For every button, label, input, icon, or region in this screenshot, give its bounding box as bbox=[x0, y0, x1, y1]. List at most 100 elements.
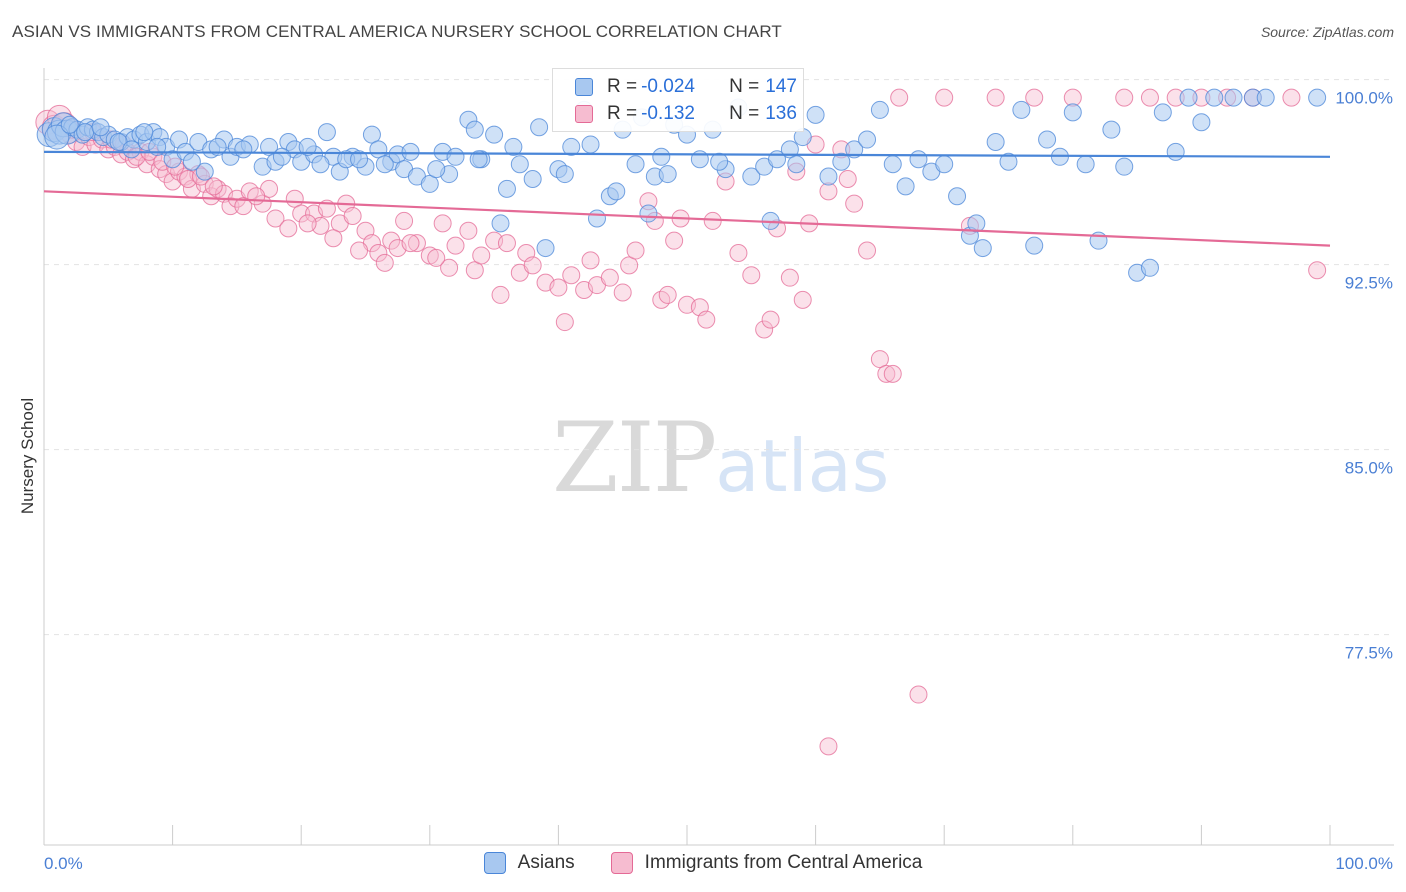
point-immigrants-108 bbox=[1115, 88, 1134, 107]
point-asians-128 bbox=[91, 118, 110, 137]
axes bbox=[43, 68, 1394, 846]
point-immigrants-93 bbox=[793, 290, 812, 309]
point-asians-89 bbox=[819, 167, 838, 186]
asians-r-label: R = bbox=[607, 76, 638, 97]
point-immigrants-71 bbox=[600, 268, 619, 287]
point-immigrants-131 bbox=[234, 197, 253, 216]
point-immigrants-78 bbox=[658, 285, 677, 304]
point-asians-135 bbox=[234, 140, 253, 159]
series-legend: Asians Immigrants from Central America bbox=[0, 852, 1406, 874]
correlation-legend: R = -0.024 N = 147 R = -0.132 N = 136 bbox=[552, 68, 804, 132]
point-immigrants-115 bbox=[1308, 261, 1327, 280]
point-immigrants-49 bbox=[395, 211, 414, 230]
y-tick-label-1: 92.5% bbox=[1345, 274, 1393, 293]
immigrants-legend-label: Immigrants from Central America bbox=[644, 852, 923, 873]
immigrants-n-label: N = bbox=[729, 103, 760, 124]
asians-r-value: -0.024 bbox=[641, 76, 695, 97]
point-immigrants-83 bbox=[697, 310, 716, 329]
point-immigrants-73 bbox=[620, 256, 639, 275]
asians-n-label: N = bbox=[729, 76, 760, 97]
point-asians-145 bbox=[504, 137, 523, 156]
point-asians-65 bbox=[562, 137, 581, 156]
point-immigrants-119 bbox=[819, 737, 838, 756]
legend-item-immigrants[interactable]: Immigrants from Central America bbox=[610, 852, 923, 874]
series-immigrants-points bbox=[35, 88, 1327, 756]
trend-line-asians bbox=[43, 150, 1331, 158]
point-immigrants-103 bbox=[883, 364, 902, 383]
point-immigrants-117 bbox=[935, 88, 954, 107]
x-tick-label-0: 0.0% bbox=[44, 854, 83, 873]
watermark-zip: ZIP bbox=[552, 402, 717, 514]
point-asians-58 bbox=[491, 214, 510, 233]
point-immigrants-109 bbox=[1140, 88, 1159, 107]
legend-item-asians[interactable]: Asians bbox=[483, 852, 575, 874]
point-asians-116 bbox=[1153, 103, 1172, 122]
point-asians-98 bbox=[935, 155, 954, 174]
point-asians-96 bbox=[909, 150, 928, 169]
point-immigrants-79 bbox=[665, 231, 684, 250]
point-asians-133 bbox=[182, 152, 201, 171]
point-asians-55 bbox=[465, 120, 484, 139]
point-immigrants-136 bbox=[375, 253, 394, 272]
point-asians-120 bbox=[1205, 88, 1224, 107]
point-asians-44 bbox=[362, 125, 381, 144]
point-immigrants-37 bbox=[292, 204, 311, 223]
watermark: ZIPatlas bbox=[552, 402, 889, 514]
series-asians-points bbox=[36, 88, 1327, 282]
point-asians-50 bbox=[420, 174, 439, 193]
point-immigrants-101 bbox=[870, 350, 889, 369]
point-immigrants-47 bbox=[382, 231, 401, 250]
source-label: Source: ZipAtlas.com bbox=[1260, 24, 1394, 40]
point-immigrants-104 bbox=[909, 685, 928, 704]
point-immigrants-89 bbox=[761, 310, 780, 329]
point-asians-118 bbox=[1179, 88, 1198, 107]
point-immigrants-34 bbox=[266, 209, 285, 228]
point-asians-53 bbox=[446, 147, 465, 166]
point-asians-146 bbox=[555, 165, 574, 184]
point-asians-26 bbox=[195, 162, 214, 181]
point-asians-110 bbox=[1076, 155, 1095, 174]
point-asians-132 bbox=[148, 137, 167, 156]
point-immigrants-69 bbox=[581, 251, 600, 270]
point-immigrants-35 bbox=[279, 219, 298, 238]
point-asians-134 bbox=[208, 137, 227, 156]
immigrants-legend-swatch bbox=[610, 852, 633, 874]
point-asians-88 bbox=[806, 105, 825, 124]
point-immigrants-59 bbox=[491, 285, 510, 304]
point-asians-107 bbox=[1038, 130, 1057, 149]
point-asians-127 bbox=[76, 123, 95, 142]
point-asians-61 bbox=[523, 170, 542, 188]
point-immigrants-134 bbox=[324, 229, 343, 248]
point-asians-113 bbox=[1115, 157, 1134, 176]
point-asians-90 bbox=[832, 152, 851, 171]
point-asians-115 bbox=[1140, 258, 1159, 277]
point-asians-73 bbox=[639, 204, 658, 223]
point-asians-140 bbox=[350, 150, 369, 169]
point-asians-112 bbox=[1102, 120, 1121, 139]
point-immigrants-99 bbox=[845, 194, 864, 213]
point-immigrants-130 bbox=[204, 177, 223, 196]
point-asians-105 bbox=[1012, 100, 1031, 119]
point-immigrants-67 bbox=[562, 266, 581, 285]
point-asians-141 bbox=[375, 155, 394, 174]
point-asians-119 bbox=[1192, 113, 1211, 132]
point-immigrants-60 bbox=[497, 234, 516, 253]
point-asians-104 bbox=[999, 152, 1018, 171]
point-asians-33 bbox=[260, 137, 279, 156]
point-asians-147 bbox=[607, 182, 626, 201]
point-immigrants-86 bbox=[729, 244, 748, 262]
point-immigrants-106 bbox=[1025, 88, 1044, 107]
point-immigrants-102 bbox=[877, 364, 896, 383]
point-asians-138 bbox=[311, 155, 330, 174]
point-immigrants-100 bbox=[858, 241, 877, 260]
immigrants-r-value: -0.132 bbox=[641, 103, 695, 124]
point-immigrants-114 bbox=[1282, 88, 1301, 107]
asians-legend-label: Asians bbox=[517, 852, 575, 873]
point-asians-71 bbox=[626, 155, 645, 174]
point-immigrants-118 bbox=[986, 88, 1005, 107]
point-immigrants-137 bbox=[401, 234, 420, 253]
point-asians-57 bbox=[485, 125, 504, 144]
point-immigrants-57 bbox=[472, 246, 491, 265]
point-immigrants-66 bbox=[555, 313, 574, 332]
x-tick-label-1: 100.0% bbox=[1335, 854, 1393, 873]
